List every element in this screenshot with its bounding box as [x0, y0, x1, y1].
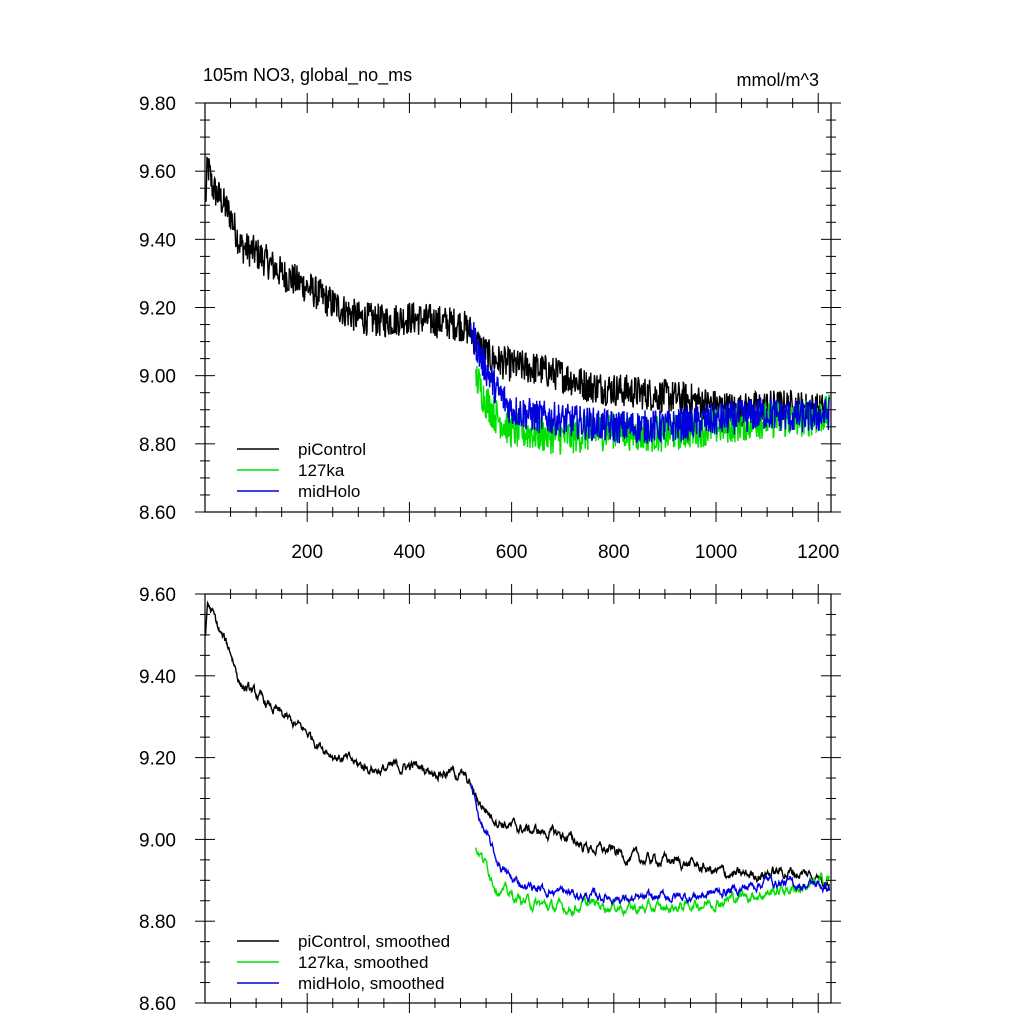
legend: piControl, smoothed 127ka, smoothed midHol… — [237, 932, 450, 993]
chart-title: 105m NO3, global_no_ms — [203, 65, 412, 86]
y-tick-label: 9.60 — [139, 585, 176, 606]
x-tick-label: 800 — [598, 542, 630, 563]
y-tick-label: 9.80 — [139, 94, 176, 115]
legend-label: piControl, smoothed — [298, 932, 450, 951]
y-tick-label: 8.60 — [139, 503, 176, 524]
y-tick-label: 8.60 — [139, 994, 176, 1015]
y-tick-label: 8.80 — [139, 912, 176, 933]
series-line-1 — [475, 847, 830, 918]
series-line-0 — [205, 156, 831, 427]
legend-label: 127ka, smoothed — [298, 953, 428, 972]
series-line-0 — [205, 600, 831, 890]
bottom-panel: 8.60 8.80 9.00 9.20 9.40 9.60 piControl, smoot… — [139, 584, 841, 1015]
series-line-2 — [470, 783, 831, 906]
series-group — [205, 156, 831, 455]
x-tick-label: 1000 — [695, 542, 737, 563]
x-tick-label: 1200 — [797, 542, 839, 563]
y-tick-label: 9.40 — [139, 667, 176, 688]
legend: piControl 127ka midHolo — [237, 440, 366, 501]
legend-label: 127ka — [298, 461, 345, 480]
y-tick-label: 8.80 — [139, 435, 176, 456]
series-group — [205, 600, 831, 918]
legend-label: piControl — [298, 440, 366, 459]
top-panel: 8.60 8.80 9.00 9.20 9.40 9.60 9.80 200 400 600 800… — [139, 93, 841, 563]
series-line-2 — [470, 322, 831, 444]
units-label: mmol/m^3 — [737, 70, 819, 90]
y-tick-label: 9.60 — [139, 162, 176, 183]
legend-label: midHolo — [298, 482, 360, 501]
legend-label: midHolo, smoothed — [298, 974, 444, 993]
y-tick-label: 9.00 — [139, 367, 176, 388]
y-tick-label: 9.20 — [139, 749, 176, 770]
x-tick-label: 600 — [496, 542, 528, 563]
y-tick-label: 9.20 — [139, 299, 176, 320]
x-tick-label: 200 — [291, 542, 323, 563]
x-tick-label: 400 — [394, 542, 426, 563]
y-tick-label: 9.40 — [139, 230, 176, 251]
y-tick-label: 9.00 — [139, 830, 176, 851]
